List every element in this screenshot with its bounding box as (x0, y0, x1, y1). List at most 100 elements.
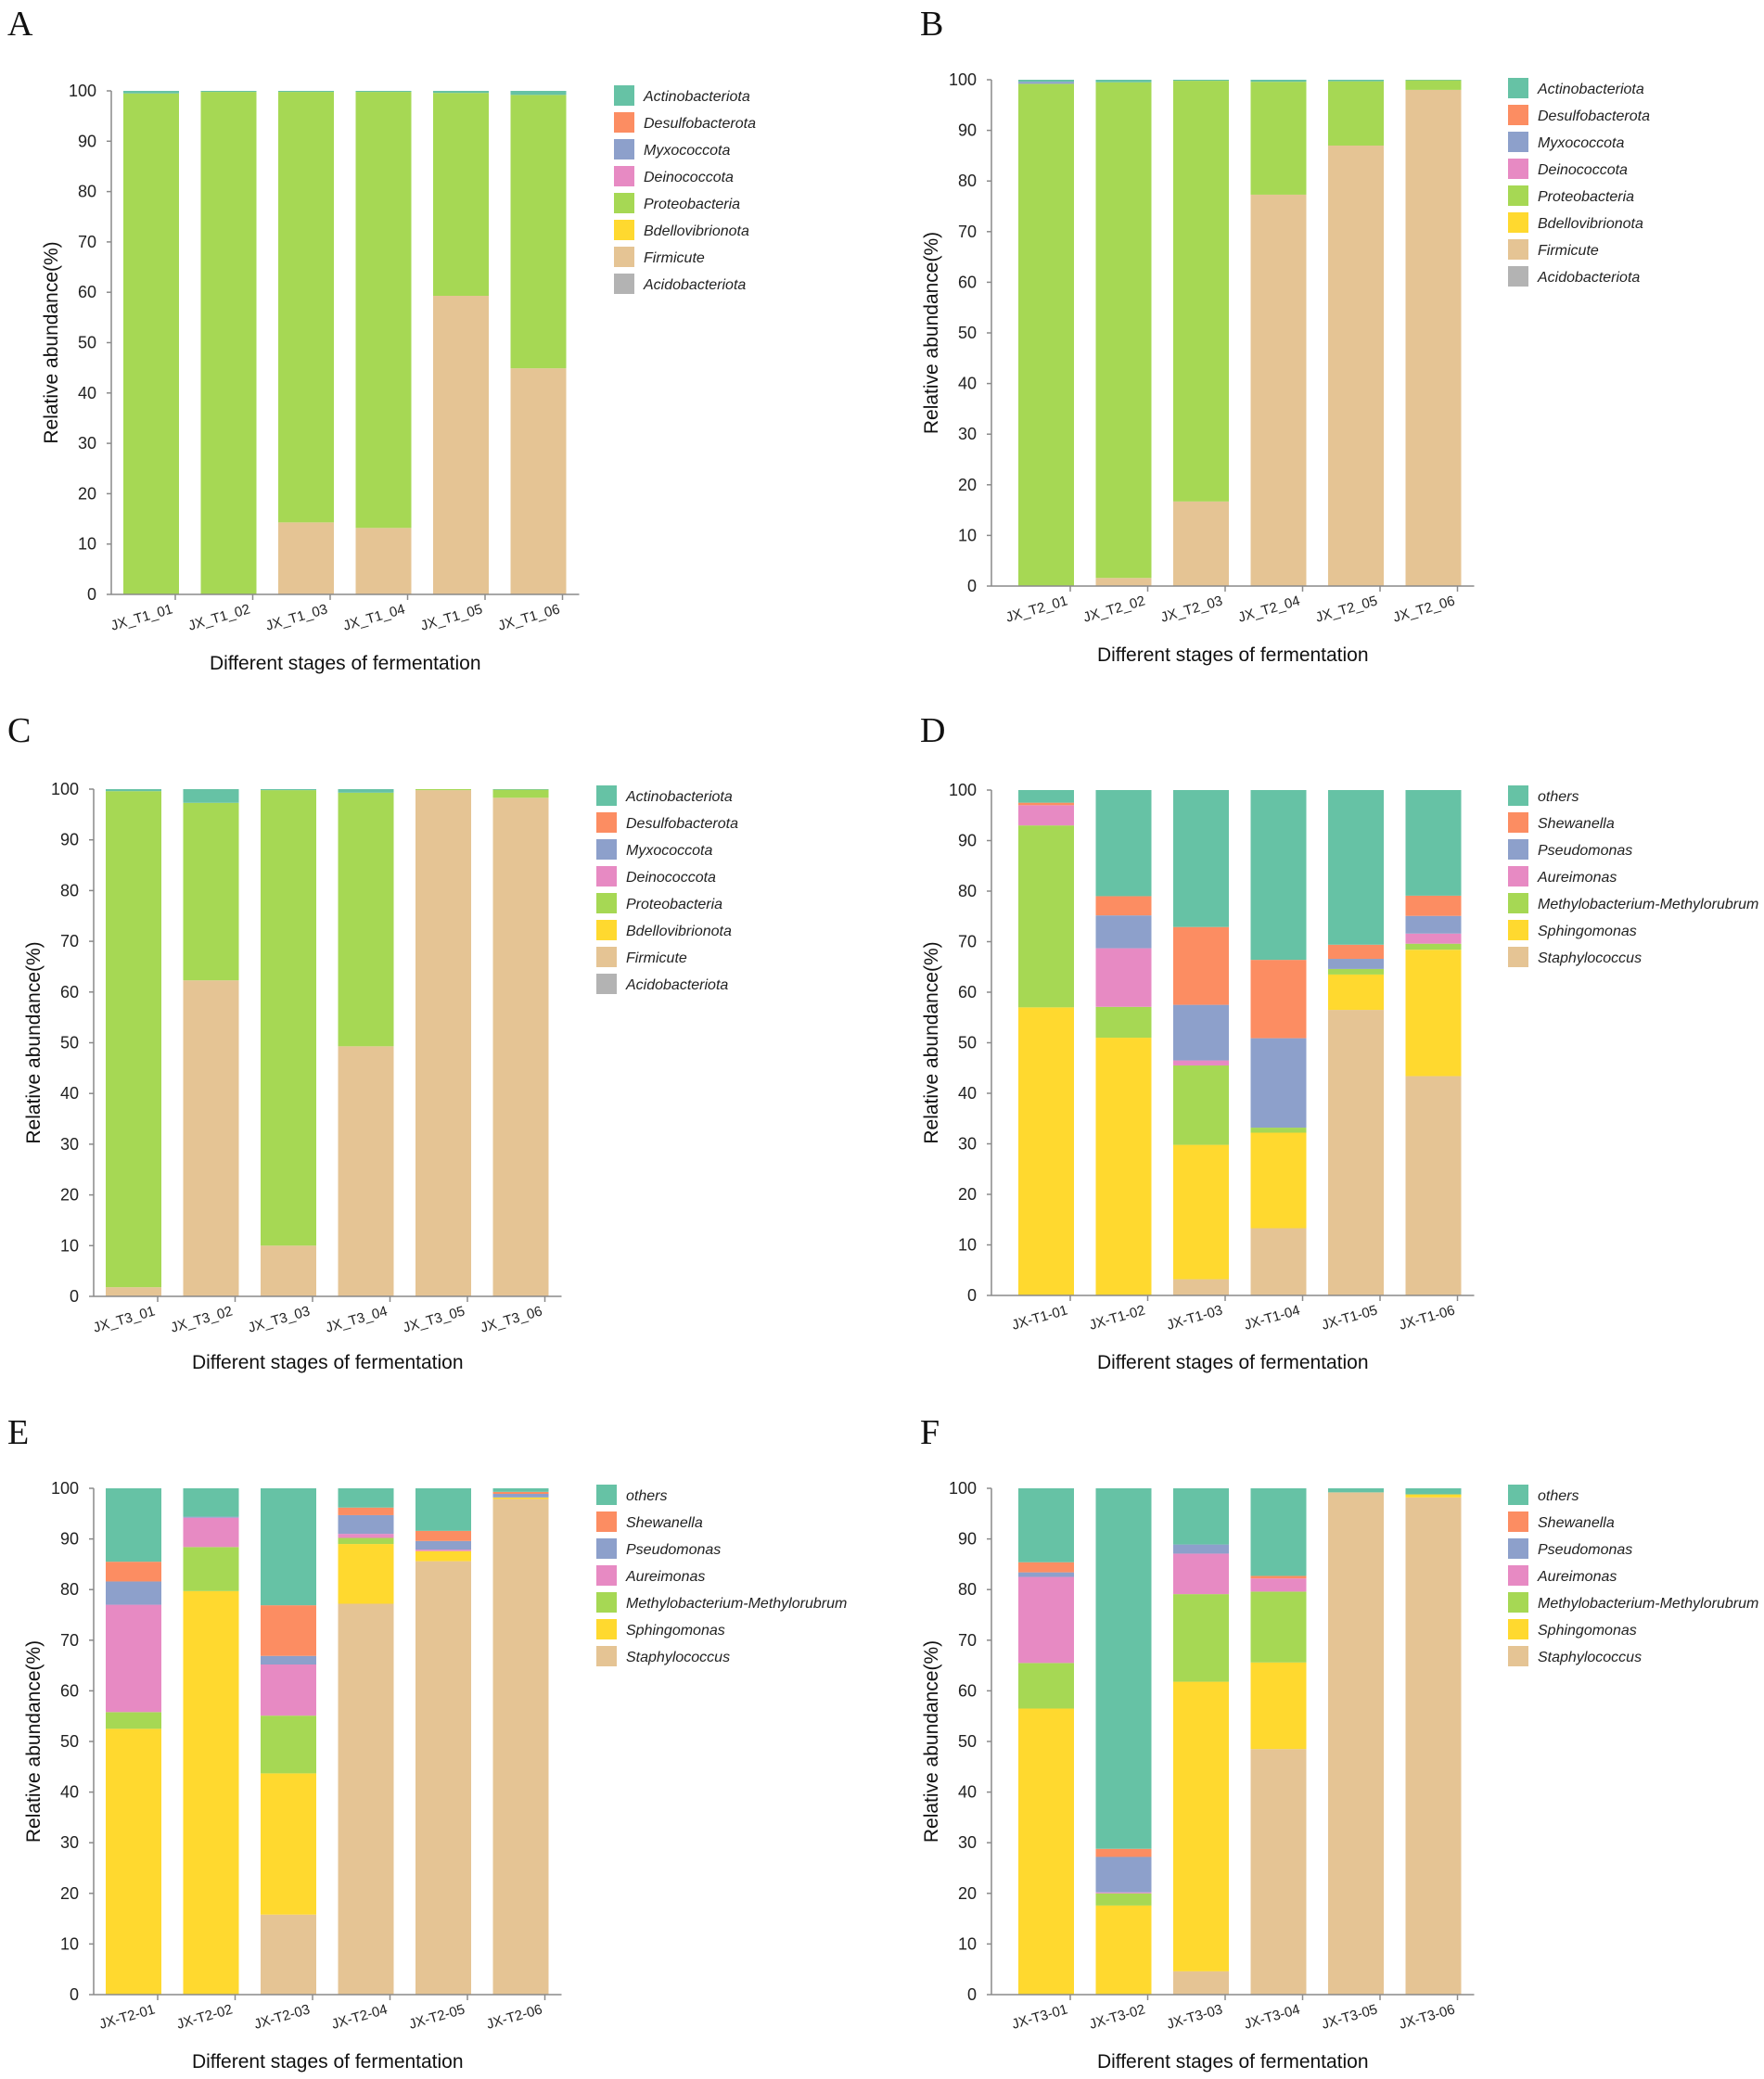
legend-label-actinobacteriota: Actinobacteriota (1537, 82, 1644, 97)
bar-segment-proteobacteria-jx-t3-03 (261, 790, 316, 1246)
bar-segment-methylobacterium-methylorubrum-jx-t1-04 (1250, 1128, 1307, 1133)
bar-segment-sphingomonas-jx-t2-06 (492, 1497, 549, 1499)
x-tick-label: JX-T2-06 (485, 2002, 544, 2033)
bar-segment-sphingomonas-jx-t1-03 (1173, 1144, 1229, 1280)
y-tick-label: 70 (78, 233, 96, 251)
bar-segment-shewanella-jx-t2-06 (492, 1491, 549, 1495)
legend-label-sphingomonas: Sphingomonas (1538, 1623, 1637, 1639)
y-tick-label: 20 (60, 1884, 79, 1903)
y-tick-label: 80 (60, 1580, 79, 1599)
legend-label-others: others (1538, 1488, 1579, 1504)
panel-letter: B (920, 5, 943, 44)
legend-swatch-myxococcota (596, 839, 617, 860)
bar-segment-aureimonas-jx-t2-02 (183, 1517, 239, 1548)
bar-segment-aureimonas-jx-t2-04 (338, 1534, 394, 1538)
legend-swatch-shewanella (596, 1511, 617, 1532)
bar-segment-sphingomonas-jx-t2-04 (338, 1544, 394, 1604)
x-tick-label: JX-T2-04 (330, 2002, 390, 2033)
panel-letter: A (7, 5, 33, 44)
legend-label-deinococcota: Deinococcota (626, 870, 716, 886)
y-axis-title: Relative abundance(%) (41, 241, 62, 443)
legend-label-aureimonas: Aureimonas (1537, 870, 1617, 886)
y-tick-label: 10 (78, 535, 96, 554)
legend-swatch-sphingomonas (596, 1619, 617, 1639)
legend-label-myxococcota: Myxococcota (1538, 135, 1624, 151)
bar-segment-shewanella-jx-t3-02 (1095, 1848, 1152, 1857)
y-tick-label: 50 (60, 1034, 79, 1052)
legend-label-proteobacteria: Proteobacteria (626, 897, 722, 912)
x-tick-label: JX_T3_03 (247, 1304, 312, 1336)
y-tick-label: 70 (60, 1631, 79, 1650)
y-tick-label: 10 (958, 1934, 977, 1953)
bar-segment-proteobacteria-jx-t2-06 (1405, 80, 1462, 90)
legend-label-sphingomonas: Sphingomonas (1538, 924, 1637, 939)
y-tick-label: 90 (958, 121, 977, 140)
bar-segment-proteobacteria-jx-t3-02 (183, 802, 239, 981)
bar-segment-others-jx-t2-05 (415, 1488, 471, 1531)
legend-label-others: others (1538, 789, 1579, 805)
bar-segment-sphingomonas-jx-t1-02 (1095, 1038, 1152, 1295)
legend-swatch-aureimonas (1508, 866, 1528, 886)
bar-segment-proteobacteria-jx-t2-03 (1173, 81, 1229, 502)
legend-label-actinobacteriota: Actinobacteriota (643, 89, 750, 105)
bar-segment-aureimonas-jx-t3-04 (1250, 1578, 1307, 1592)
legend-swatch-acidobacteriota (596, 974, 617, 994)
x-tick-label: JX-T1-03 (1165, 1303, 1224, 1333)
bar-segment-others-jx-t1-02 (1095, 790, 1152, 897)
bar-segment-others-jx-t3-03 (1173, 1488, 1229, 1545)
y-tick-label: 70 (60, 932, 79, 950)
y-tick-label: 60 (78, 283, 96, 301)
legend: others Shewanella Pseudomonas Aureimonas Met… (596, 1485, 847, 1666)
legend-label-shewanella: Shewanella (1538, 816, 1615, 832)
legend-swatch-pseudomonas (1508, 1538, 1528, 1559)
y-tick-label: 90 (78, 132, 96, 150)
bar-segment-pseudomonas-jx-t2-01 (106, 1581, 161, 1605)
y-tick-label: 50 (958, 324, 977, 342)
bar-segment-firmicute-jx-t3-06 (492, 797, 549, 1296)
x-tick-label: JX_T1_01 (109, 602, 174, 634)
x-tick-label: JX-T2-03 (252, 2002, 312, 2033)
y-tick-label: 100 (51, 780, 79, 798)
legend-label-bdellovibrionota: Bdellovibrionota (644, 223, 749, 239)
y-tick-label: 30 (78, 434, 96, 453)
y-tick-label: 0 (70, 1287, 79, 1306)
x-tick-label: JX-T3-01 (1010, 2002, 1069, 2033)
y-tick-label: 80 (60, 881, 79, 899)
bar-segment-aureimonas-jx-t2-05 (415, 1550, 471, 1551)
legend-swatch-methylobacterium-methylorubrum (1508, 1592, 1528, 1613)
y-tick-label: 0 (70, 1985, 79, 2004)
legend-label-aureimonas: Aureimonas (1537, 1569, 1617, 1585)
bar-segment-pseudomonas-jx-t2-02 (183, 1516, 239, 1518)
bar-segment-actinobacteriota-jx-t2-05 (1328, 80, 1384, 82)
legend-label-firmicute: Firmicute (626, 950, 687, 966)
bar-segment-actinobacteriota-jx-t2-01 (1018, 80, 1074, 83)
y-axis-title: Relative abundance(%) (921, 1640, 942, 1843)
legend-label-staphylococcus: Staphylococcus (626, 1650, 730, 1665)
legend-label-acidobacteriota: Acidobacteriota (1537, 270, 1640, 286)
x-tick-label: JX-T3-05 (1320, 2002, 1379, 2033)
legend-swatch-deinococcota (596, 866, 617, 886)
bar-segment-others-jx-t3-06 (1405, 1488, 1462, 1495)
bar-segment-sphingomonas-jx-t3-03 (1173, 1681, 1229, 1971)
legend-label-bdellovibrionota: Bdellovibrionota (1538, 216, 1643, 232)
legend-swatch-aureimonas (1508, 1565, 1528, 1586)
bar-segment-pseudomonas-jx-t2-03 (261, 1655, 316, 1665)
legend-swatch-acidobacteriota (1508, 266, 1528, 287)
x-tick-label: JX-T3-06 (1398, 2002, 1457, 2033)
x-tick-label: JX_T1_03 (264, 602, 329, 634)
bar-segment-actinobacteriota-jx-t1-02 (200, 91, 257, 93)
y-tick-label: 50 (60, 1732, 79, 1751)
y-tick-label: 60 (958, 1681, 977, 1700)
legend-label-aureimonas: Aureimonas (625, 1569, 705, 1585)
bar-segment-methylobacterium-methylorubrum-jx-t1-02 (1095, 1006, 1152, 1039)
y-tick-label: 0 (967, 1985, 977, 2004)
bar-segment-aureimonas-jx-t3-02 (1095, 1892, 1152, 1894)
y-tick-label: 60 (60, 983, 79, 1001)
bar-segment-methylobacterium-methylorubrum-jx-t2-01 (106, 1712, 161, 1729)
legend-label-pseudomonas: Pseudomonas (1538, 1542, 1632, 1558)
bar-segment-proteobacteria-jx-t1-02 (200, 92, 257, 594)
legend-swatch-actinobacteriota (614, 85, 634, 106)
bar-segment-proteobacteria-jx-t3-01 (106, 791, 161, 1288)
bar-segment-others-jx-t3-05 (1328, 1488, 1384, 1493)
